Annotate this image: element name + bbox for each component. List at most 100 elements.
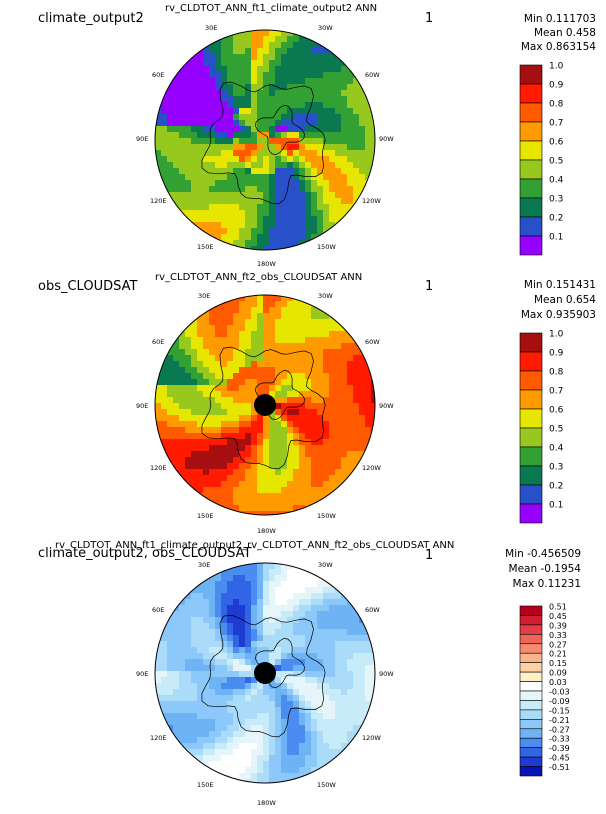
lon-label-90w: 90W — [379, 135, 394, 143]
colorbar-tick-label: 0.27 — [549, 640, 567, 649]
lon-label-150e: 150E — [197, 243, 214, 251]
colorbar-tick-label: 1.0 — [549, 62, 564, 72]
colorbar-swatch — [519, 351, 543, 372]
colorbar-swatch — [519, 102, 543, 123]
lon-label-90w: 90W — [379, 402, 394, 410]
lon-label-60e: 60E — [152, 338, 164, 346]
colorbar-tick-label: 0.1 — [549, 501, 563, 511]
colorbar-tick-label: -0.39 — [549, 744, 570, 753]
colorbar-swatch — [519, 235, 543, 256]
panel-title: rv_CLDTOT_ANN_ft2_obs_CLOUDSAT ANN — [155, 272, 363, 283]
colorbar-swatch — [519, 747, 543, 758]
colorbar-swatch — [519, 690, 543, 701]
lon-label-150w: 150W — [317, 512, 336, 520]
lon-label-150w: 150W — [317, 781, 336, 789]
colorbar-tick-label: 0.39 — [549, 621, 567, 630]
colorbar-swatch — [519, 408, 543, 429]
colorbar-tick-label: 0.1 — [549, 233, 563, 243]
panel-obs-cloudsat: obs_CLOUDSAT rv_CLDTOT_ANN_ft2_obs_CLOUD… — [0, 270, 606, 536]
lon-label-120e: 120E — [150, 197, 167, 205]
colorbar-swatch — [519, 370, 543, 391]
colorbar-swatch — [519, 719, 543, 730]
colorbar-tick-label: -0.09 — [549, 697, 570, 706]
colorbar-swatch — [519, 634, 543, 645]
lon-label-120e: 120E — [150, 734, 167, 742]
colorbar-tick-label: -0.51 — [549, 763, 570, 772]
stat-max: Max 0.863154 — [520, 41, 596, 53]
colorbar-tick-label: 0.2 — [549, 482, 563, 492]
panel-label: climate_output2 — [38, 11, 144, 26]
stat-min: Min -0.456509 — [505, 548, 581, 560]
colorbar-swatch — [519, 681, 543, 692]
coastlines — [201, 614, 326, 738]
polar-map: 30E 30W 60E 60W 90E 90W 120E 120W 150E 1… — [136, 561, 394, 807]
colorbar-tick-label: 0.03 — [549, 678, 567, 687]
lon-label-180w: 180W — [257, 799, 276, 807]
colorbar-swatch — [519, 671, 543, 682]
colorbar-swatch — [519, 64, 543, 85]
lon-label-60w: 60W — [365, 71, 380, 79]
lon-label-120w: 120W — [362, 734, 381, 742]
colorbar-swatch — [519, 427, 543, 448]
colorbar-swatch — [519, 159, 543, 180]
colorbar-swatch — [519, 83, 543, 104]
colorbar-swatch — [519, 766, 543, 777]
colorbar-tick-label: 0.6 — [549, 406, 564, 416]
lon-label-90w: 90W — [379, 670, 394, 678]
colorbar-swatch — [519, 465, 543, 486]
pole-missing-data — [254, 662, 276, 684]
colorbar-tick-label: 0.5 — [549, 157, 563, 167]
colorbar-tick-label: -0.27 — [549, 725, 570, 734]
colorbar-swatch — [519, 389, 543, 410]
colorbar-swatch — [519, 446, 543, 467]
colorbar-tick-label: 0.4 — [549, 444, 564, 454]
panel-climate-output2: climate_output2 rv_CLDTOT_ANN_ft1_climat… — [0, 0, 606, 270]
lon-label-150w: 150W — [317, 243, 336, 251]
lon-label-150e: 150E — [197, 512, 214, 520]
lon-label-30w: 30W — [318, 24, 333, 32]
colorbar-swatch — [519, 140, 543, 161]
colorbar-tick-label: -0.45 — [549, 754, 570, 763]
pole-missing-data — [254, 394, 276, 416]
stat-mean: Mean -0.1954 — [508, 563, 581, 575]
lon-label-120e: 120E — [150, 464, 167, 472]
colorbar-swatch — [519, 197, 543, 218]
colorbar-tick-label: 0.6 — [549, 138, 564, 148]
page-number: 1 — [425, 11, 434, 26]
colorbar-tick-label: 0.7 — [549, 119, 563, 129]
colorbar: 1.0 0.9 0.8 0.7 0.6 0.5 0.4 0.3 0.2 0.1 — [519, 62, 564, 256]
colorbar-tick-label: 1.0 — [549, 330, 564, 340]
panel-title: rv_CLDTOT_ANN_ft1_climate_output2_rv_CLD… — [55, 540, 455, 551]
colorbar-tick-label: 0.3 — [549, 463, 563, 473]
lon-label-120w: 120W — [362, 197, 381, 205]
colorbar-tick-label: 0.09 — [549, 669, 567, 678]
lon-label-180w: 180W — [257, 527, 276, 535]
stat-min: Min 0.151431 — [523, 279, 596, 291]
colorbar-swatch — [519, 216, 543, 237]
lon-label-60e: 60E — [152, 606, 164, 614]
colorbar-tick-label: -0.03 — [549, 688, 570, 697]
lon-label-60w: 60W — [365, 606, 380, 614]
colorbar-tick-label: 0.21 — [549, 650, 567, 659]
colorbar-swatch — [519, 624, 543, 635]
colorbar-tick-label: 0.7 — [549, 387, 563, 397]
panel-label: obs_CLOUDSAT — [38, 279, 138, 294]
colorbar-swatch — [519, 615, 543, 626]
lon-label-30e: 30E — [198, 292, 210, 300]
colorbar-tick-label: 0.45 — [549, 612, 567, 621]
lon-label-60w: 60W — [365, 338, 380, 346]
lon-label-90e: 90E — [136, 670, 148, 678]
coastlines — [201, 81, 326, 205]
colorbar-swatch — [519, 332, 543, 353]
colorbar-tick-label: 0.15 — [549, 659, 567, 668]
colorbar-tick-label: -0.33 — [549, 735, 570, 744]
lon-label-30e: 30E — [205, 24, 217, 32]
polar-map: 30E 30W 60E 60W 90E 90W 120E 120W 150E 1… — [136, 292, 394, 535]
colorbar-tick-label: 0.5 — [549, 425, 563, 435]
stat-max: Max 0.935903 — [520, 309, 596, 321]
page-number: 1 — [425, 279, 434, 294]
colorbar-swatch — [519, 652, 543, 663]
colorbar-tick-label: -0.15 — [549, 706, 570, 715]
lon-label-180w: 180W — [257, 260, 276, 268]
colorbar-swatch — [519, 756, 543, 767]
